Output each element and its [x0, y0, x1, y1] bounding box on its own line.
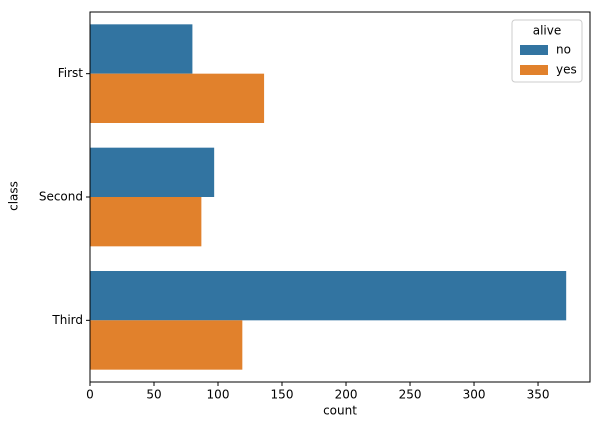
y-tick-label: Second [39, 190, 83, 204]
x-tick-label: 250 [399, 388, 422, 402]
y-tick-label: First [58, 66, 84, 80]
bar [90, 147, 215, 197]
legend-swatch [520, 65, 548, 75]
legend-label: yes [556, 63, 577, 77]
bar [90, 271, 567, 321]
legend-title: alive [533, 24, 562, 38]
y-tick-label: Third [51, 313, 83, 327]
legend-swatch [520, 45, 548, 55]
bar [90, 24, 193, 74]
legend-label: no [556, 43, 571, 57]
x-axis-label: count [323, 404, 357, 418]
y-axis-label: class [7, 181, 21, 211]
axes-frame [89, 11, 591, 383]
x-tick-label: 350 [527, 388, 550, 402]
x-tick-label: 200 [335, 388, 358, 402]
x-tick-label: 100 [207, 388, 230, 402]
x-tick-label: 50 [146, 388, 161, 402]
bar [90, 197, 202, 247]
x-tick-label: 150 [271, 388, 294, 402]
x-tick-label: 0 [86, 388, 94, 402]
x-tick-label: 300 [463, 388, 486, 402]
bar [90, 320, 243, 370]
bar [90, 73, 265, 123]
